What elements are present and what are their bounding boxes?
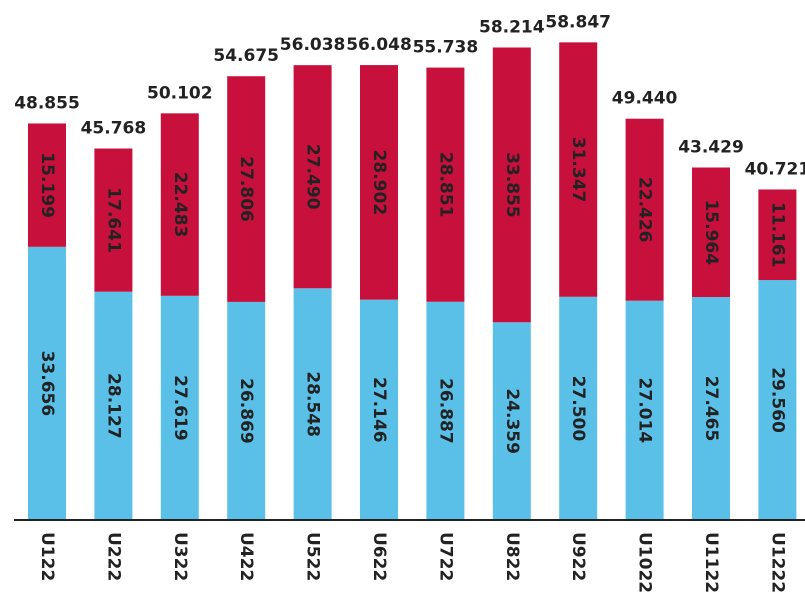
value-label: 26.887 [435,378,455,444]
x-tick-label: U622 [369,532,389,581]
bar-segment [227,301,266,520]
bar-segment [293,65,332,289]
bar-segment [758,189,797,281]
total-label: 58.214 [479,17,545,37]
bar-segment [160,295,199,520]
bar-segment [160,113,199,296]
value-label: 27.490 [303,144,323,210]
bar-segment [28,246,66,520]
bar-segment [94,291,133,520]
bar-segment [625,118,664,301]
value-label: 28.127 [103,373,123,439]
value-label: 24.359 [502,388,522,454]
bar-segment [426,301,465,520]
bar-segment [758,280,797,520]
value-label: 29.560 [767,367,787,433]
bar-segment [360,299,398,520]
bar-segment [559,42,598,297]
total-label: 50.102 [147,83,213,103]
value-label: 33.855 [502,152,522,218]
bar-segment [692,297,730,520]
bar-segment [360,65,398,300]
bar-segment [692,167,730,298]
total-label: 58.847 [545,12,611,32]
value-label: 28.902 [369,150,389,216]
bar-segment [293,288,332,520]
value-label: 27.806 [236,156,256,222]
value-label: 22.426 [635,177,655,243]
value-label: 27.146 [369,377,389,443]
x-tick-label: U1222 [767,532,787,593]
x-tick-label: U422 [236,532,256,581]
x-tick-label: U922 [568,532,588,581]
x-tick-label: U822 [502,532,522,581]
value-label: 33.656 [37,351,57,417]
total-label: 48.855 [14,93,80,113]
bar-segment [94,148,133,292]
bar-segment [426,67,465,302]
value-label: 26.869 [236,378,256,444]
bar-segment [625,300,664,520]
total-label: 54.675 [213,46,279,66]
value-label: 11.161 [767,202,787,268]
value-label: 28.548 [303,371,323,437]
total-label: 45.768 [81,119,147,139]
x-tick-label: U1022 [635,532,655,593]
x-tick-label: U222 [103,532,123,581]
x-tick-label: U1122 [701,532,721,593]
bar-segment [28,123,66,247]
x-tick-label: U722 [435,532,455,581]
total-label: 56.038 [280,35,346,55]
total-label: 43.429 [678,138,744,158]
total-label: 40.721 [745,159,805,179]
total-label: 56.048 [346,35,412,55]
bar-segment [227,76,266,302]
value-label: 17.641 [103,187,123,253]
value-label: 15.199 [37,152,57,218]
x-tick-label: U122 [37,532,57,581]
value-label: 27.465 [701,376,721,442]
value-label: 27.619 [170,375,190,441]
bar-segment [492,47,531,323]
value-label: 28.851 [435,152,455,218]
value-label: 31.347 [568,137,588,203]
total-label: 55.738 [413,38,479,58]
total-label: 49.440 [612,89,678,109]
value-label: 22.483 [170,172,190,238]
bar-segment [492,322,531,520]
bar-segment [559,296,598,520]
value-label: 27.014 [635,378,655,444]
x-tick-label: U522 [303,532,323,581]
value-label: 27.500 [568,376,588,442]
value-label: 15.964 [701,199,721,265]
x-tick-label: U322 [170,532,190,581]
